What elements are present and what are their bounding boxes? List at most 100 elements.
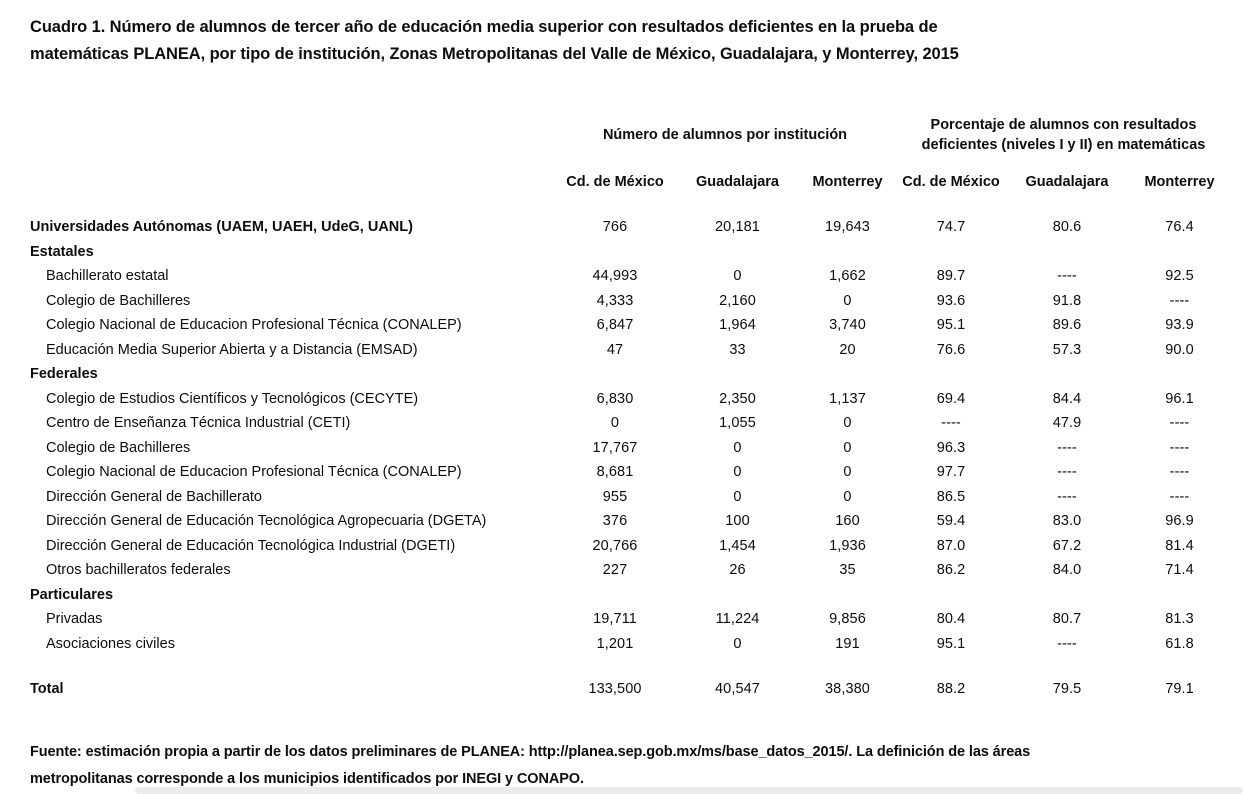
cell-value: 2,160 — [719, 292, 756, 309]
cell-value: 86.2 — [936, 562, 966, 578]
table-row: Centro de Enseñanza Técnica Industrial (… — [30, 411, 1235, 436]
table-row: Estatales — [30, 240, 1235, 265]
row-label: Estatales — [30, 243, 94, 260]
source-note: Fuente: estimación propia a partir de lo… — [30, 739, 1235, 793]
cell-value: 89.6 — [1052, 317, 1082, 333]
cell-value: 79.5 — [1052, 681, 1082, 697]
cell-value: 71.4 — [1165, 562, 1194, 578]
cell-value: 61.8 — [1165, 635, 1194, 652]
cell-value — [1127, 583, 1232, 608]
cell-value: 80.7 — [1052, 611, 1082, 627]
cell-value: 0 — [733, 635, 742, 652]
cell-value: 4,333 — [596, 292, 634, 309]
cell-value — [1007, 583, 1127, 608]
cell-value: 3,740 — [829, 317, 866, 333]
cell-value: 19,643 — [825, 219, 870, 235]
cell-value — [1127, 240, 1232, 265]
cell-value: 0 — [843, 464, 852, 480]
cell-value: 96.9 — [1165, 513, 1194, 529]
cell-value: 19,711 — [593, 611, 637, 627]
row-label: Colegio de Estudios Científicos y Tecnol… — [46, 390, 419, 407]
cell-value — [800, 583, 895, 608]
table-row: Colegio Nacional de Educacion Profesiona… — [30, 313, 1235, 338]
bottom-shadow-bar — [135, 787, 1243, 794]
table-row: Asociaciones civiles 1,201 0 191 95.1 ---- 61.… — [30, 632, 1235, 657]
cell-value: 96.3 — [936, 439, 966, 456]
cell-value: 59.4 — [936, 513, 966, 529]
cell-value: 0 — [610, 415, 620, 431]
cell-value — [895, 240, 1007, 265]
row-label: Dirección General de Educación Tecnológi… — [46, 513, 487, 529]
cell-value: ---- — [1169, 488, 1190, 505]
cell-value: 97.7 — [936, 464, 966, 480]
cell-value: 74.7 — [936, 219, 966, 235]
row-label: Colegio de Bachilleres — [46, 292, 191, 309]
cell-value: 80.4 — [936, 611, 966, 627]
table-row: Colegio de Bachilleres 4,333 2,160 0 93.6 91.… — [30, 289, 1235, 314]
cell-value: 1,454 — [719, 537, 756, 554]
row-label: Universidades Autónomas (UAEM, UAEH, Ude… — [30, 219, 413, 235]
cell-value: ---- — [1169, 292, 1190, 309]
cell-value: 1,964 — [719, 317, 756, 333]
group-header-row: Número de alumnos por institución Porcen… — [30, 101, 1235, 169]
row-label: Privadas — [46, 611, 103, 627]
cell-value — [675, 240, 800, 265]
row-label: Colegio de Bachilleres — [46, 439, 191, 456]
cell-value: 227 — [602, 562, 628, 578]
group-header-porcentaje: Porcentaje de alumnos con resultados def… — [895, 115, 1232, 155]
cell-value — [1007, 240, 1127, 265]
cell-value — [895, 362, 1007, 387]
cell-value: 83.0 — [1052, 513, 1082, 529]
table-header: Número de alumnos por institución Porcen… — [30, 101, 1235, 195]
row-label: Otros bachilleratos federales — [46, 562, 231, 578]
cell-value: ---- — [1169, 439, 1190, 456]
table-row: Dirección General de Educación Tecnológi… — [30, 509, 1235, 534]
row-label: Total — [30, 681, 64, 697]
cell-value — [555, 240, 675, 265]
column-header-spacer — [30, 169, 555, 195]
cell-value: ---- — [941, 415, 961, 431]
cell-value: 11,224 — [715, 611, 760, 627]
cell-value: 90.0 — [1165, 341, 1194, 358]
source-note-line1: Fuente: estimación propia a partir de lo… — [30, 743, 1031, 760]
cell-value — [555, 362, 675, 387]
column-header-num-monterrey: Monterrey — [812, 174, 883, 190]
cell-value: 6,847 — [596, 317, 634, 333]
cell-value: 191 — [835, 635, 860, 652]
row-label: Bachillerato estatal — [46, 268, 169, 284]
cell-value: 100 — [725, 513, 750, 529]
cell-value: 40,547 — [715, 681, 760, 697]
cell-value: 84.0 — [1052, 562, 1082, 578]
cell-value — [675, 362, 800, 387]
table-row: Total 133,500 40,547 38,380 88.2 79.5 79.1 — [30, 677, 1235, 702]
cell-value: 0 — [733, 464, 742, 480]
cell-value: 0 — [733, 268, 742, 284]
row-label: Asociaciones civiles — [46, 635, 175, 652]
table-row: Particulares — [30, 583, 1235, 608]
cell-value: ---- — [1169, 415, 1190, 431]
cell-value: 80.6 — [1052, 219, 1082, 235]
cell-value: 1,055 — [719, 415, 756, 431]
column-header-pct-monterrey: Monterrey — [1144, 174, 1215, 190]
cell-value: 376 — [602, 513, 628, 529]
cell-value — [1007, 362, 1127, 387]
cell-value: 0 — [843, 488, 852, 505]
cell-value: 86.5 — [936, 488, 966, 505]
cell-value: ---- — [1169, 464, 1190, 480]
cell-value: 766 — [602, 219, 628, 235]
column-header-num-guadalajara: Guadalajara — [695, 174, 779, 190]
cell-value: 20,766 — [592, 537, 638, 554]
table-row: Educación Media Superior Abierta y a Dis… — [30, 338, 1235, 363]
cell-value: 91.8 — [1052, 292, 1082, 309]
cell-value: ---- — [1057, 635, 1077, 652]
table-row: Federales — [30, 362, 1235, 387]
group-header-alumnos: Número de alumnos por institución — [602, 127, 848, 143]
row-label: Educación Media Superior Abierta y a Dis… — [46, 341, 418, 358]
cell-value: 1,137 — [829, 390, 866, 407]
cell-value: 93.6 — [936, 292, 966, 309]
table-row: Colegio Nacional de Educacion Profesiona… — [30, 460, 1235, 485]
cell-value — [800, 240, 895, 265]
cell-value: 57.3 — [1052, 341, 1082, 358]
cell-value — [675, 583, 800, 608]
